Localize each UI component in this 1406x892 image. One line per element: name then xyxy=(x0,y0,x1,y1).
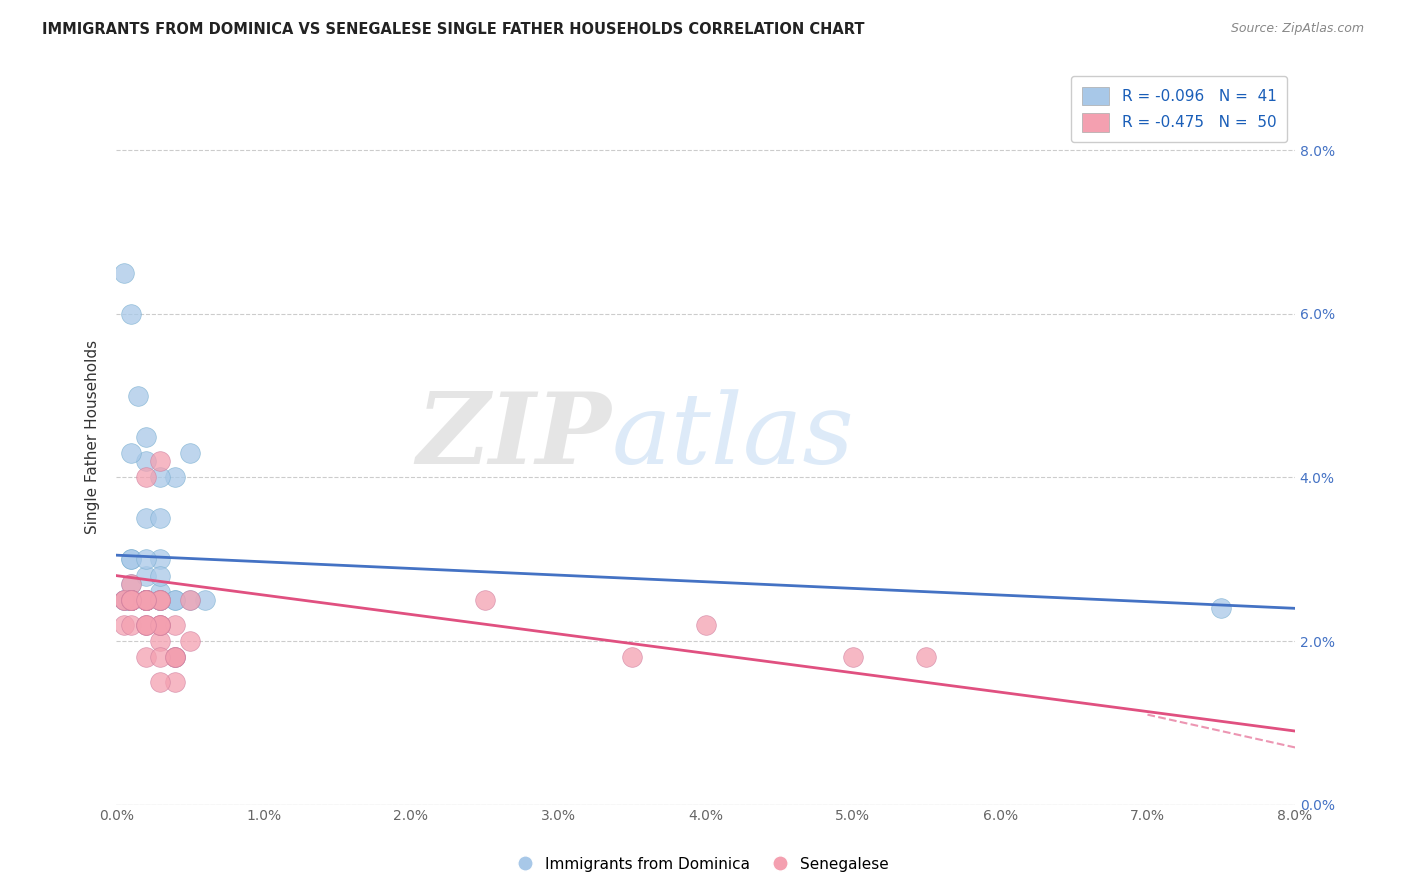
Point xyxy=(149,470,172,484)
Point xyxy=(149,593,172,607)
Point xyxy=(135,593,157,607)
Point xyxy=(135,593,157,607)
Point xyxy=(149,617,172,632)
Point xyxy=(842,650,865,665)
Point xyxy=(120,446,142,460)
Point xyxy=(149,593,172,607)
Point xyxy=(112,593,135,607)
Point xyxy=(120,552,142,566)
Point xyxy=(120,593,142,607)
Legend: R = -0.096   N =  41, R = -0.475   N =  50: R = -0.096 N = 41, R = -0.475 N = 50 xyxy=(1071,76,1286,143)
Point xyxy=(135,593,157,607)
Point xyxy=(135,593,157,607)
Point xyxy=(620,650,643,665)
Point xyxy=(165,470,187,484)
Point xyxy=(120,617,142,632)
Point xyxy=(135,617,157,632)
Point xyxy=(179,634,201,648)
Point xyxy=(135,429,157,443)
Point xyxy=(165,617,187,632)
Point xyxy=(695,617,717,632)
Point xyxy=(165,650,187,665)
Point xyxy=(120,593,142,607)
Point xyxy=(149,675,172,690)
Point xyxy=(179,593,201,607)
Point xyxy=(120,593,142,607)
Point xyxy=(117,593,139,607)
Point xyxy=(135,593,157,607)
Point xyxy=(149,552,172,566)
Point xyxy=(135,552,157,566)
Point xyxy=(135,470,157,484)
Point xyxy=(120,552,142,566)
Point xyxy=(120,593,142,607)
Point xyxy=(135,593,157,607)
Point xyxy=(165,650,187,665)
Point xyxy=(165,675,187,690)
Point xyxy=(120,593,142,607)
Point xyxy=(149,593,172,607)
Point xyxy=(135,593,157,607)
Text: IMMIGRANTS FROM DOMINICA VS SENEGALESE SINGLE FATHER HOUSEHOLDS CORRELATION CHAR: IMMIGRANTS FROM DOMINICA VS SENEGALESE S… xyxy=(42,22,865,37)
Point xyxy=(474,593,496,607)
Point xyxy=(135,617,157,632)
Point xyxy=(135,593,157,607)
Point xyxy=(135,593,157,607)
Point xyxy=(149,617,172,632)
Point xyxy=(149,454,172,468)
Point xyxy=(135,593,157,607)
Point xyxy=(112,593,135,607)
Point xyxy=(120,593,142,607)
Point xyxy=(149,617,172,632)
Point xyxy=(915,650,938,665)
Point xyxy=(120,593,142,607)
Point xyxy=(120,593,142,607)
Point xyxy=(179,446,201,460)
Point xyxy=(120,307,142,321)
Point xyxy=(120,593,142,607)
Point xyxy=(165,650,187,665)
Point xyxy=(149,634,172,648)
Point xyxy=(135,511,157,525)
Point xyxy=(112,593,135,607)
Point xyxy=(120,576,142,591)
Point xyxy=(149,593,172,607)
Point xyxy=(149,593,172,607)
Point xyxy=(149,585,172,599)
Point xyxy=(135,593,157,607)
Point xyxy=(112,593,135,607)
Point xyxy=(120,593,142,607)
Point xyxy=(165,593,187,607)
Point xyxy=(149,511,172,525)
Text: Source: ZipAtlas.com: Source: ZipAtlas.com xyxy=(1230,22,1364,36)
Point xyxy=(135,650,157,665)
Y-axis label: Single Father Households: Single Father Households xyxy=(86,340,100,533)
Point xyxy=(135,568,157,582)
Point xyxy=(149,650,172,665)
Point xyxy=(112,266,135,280)
Point xyxy=(179,593,201,607)
Point xyxy=(165,650,187,665)
Point xyxy=(120,593,142,607)
Point xyxy=(135,593,157,607)
Text: atlas: atlas xyxy=(612,389,853,484)
Point xyxy=(135,454,157,468)
Point xyxy=(120,576,142,591)
Legend: Immigrants from Dominica, Senegalese: Immigrants from Dominica, Senegalese xyxy=(509,849,897,880)
Point xyxy=(127,389,149,403)
Point xyxy=(120,593,142,607)
Point xyxy=(1211,601,1233,615)
Point xyxy=(149,617,172,632)
Point xyxy=(135,617,157,632)
Point xyxy=(149,593,172,607)
Point xyxy=(135,593,157,607)
Point xyxy=(120,593,142,607)
Point xyxy=(120,593,142,607)
Point xyxy=(149,568,172,582)
Text: ZIP: ZIP xyxy=(416,388,612,485)
Point xyxy=(112,617,135,632)
Point xyxy=(194,593,217,607)
Point xyxy=(165,593,187,607)
